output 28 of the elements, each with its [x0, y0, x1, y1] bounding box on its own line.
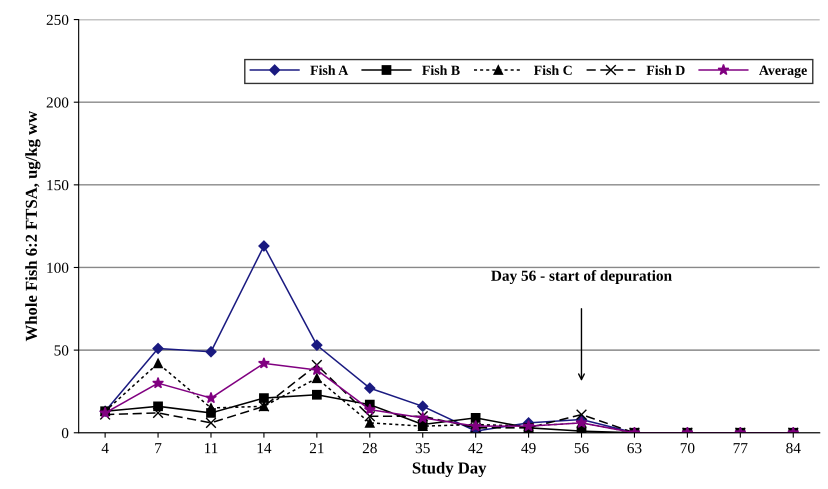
- x-tick-label: 28: [362, 442, 377, 454]
- x-tick-label: 49: [521, 442, 536, 454]
- x-tick-label: 11: [204, 443, 218, 454]
- x-tick-label: 21: [310, 442, 324, 454]
- x-tick-label: 84: [786, 442, 801, 454]
- y-tick-label: 150: [47, 180, 68, 190]
- x-tick-label: 14: [258, 443, 272, 454]
- legend-label: Fish B: [422, 65, 460, 75]
- y-tick-label: 250: [46, 14, 68, 26]
- x-tick-label: 70: [680, 442, 694, 454]
- x-axis-title: Study Day: [412, 462, 486, 478]
- annotation: Day 56 - start of depuration: [491, 270, 672, 284]
- x-tick-label: 63: [627, 442, 642, 454]
- x-tick-label: 56: [574, 442, 589, 454]
- x-tick-label: 7: [155, 443, 162, 454]
- legend-label: Fish A: [310, 65, 348, 75]
- legend-label: Fish C: [534, 65, 572, 75]
- y-tick-label: 200: [46, 97, 68, 108]
- y-tick-label: 100: [47, 262, 68, 273]
- y-tick-label: 0: [62, 428, 68, 438]
- x-tick-label: 35: [416, 442, 430, 454]
- legend-label: Fish D: [646, 65, 685, 75]
- y-axis-title: Whole Fish 6:2 FTSA, ug/kg ww: [25, 110, 40, 342]
- x-tick-label: 4: [102, 443, 109, 454]
- x-tick-label: 42: [468, 442, 482, 454]
- y-tick-label: 50: [54, 345, 68, 356]
- legend-label: Average: [759, 66, 807, 78]
- x-tick-label: 77: [734, 443, 748, 454]
